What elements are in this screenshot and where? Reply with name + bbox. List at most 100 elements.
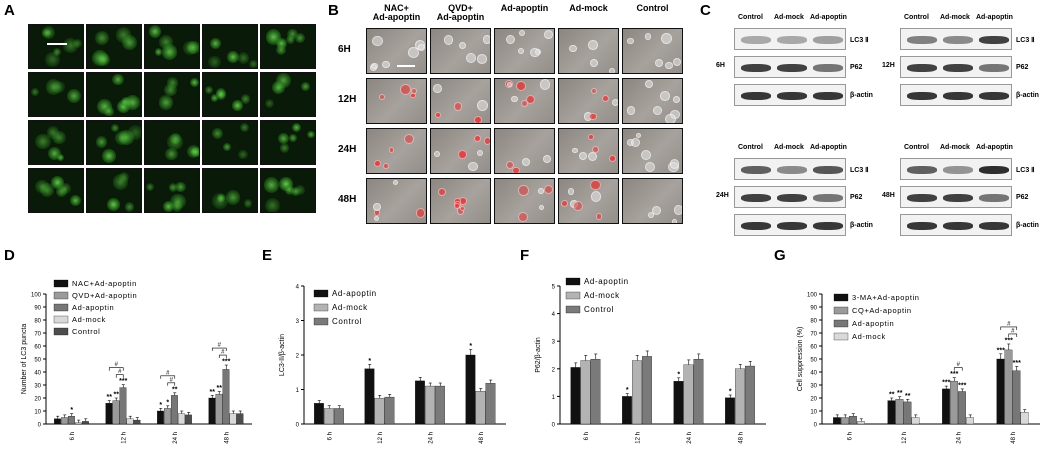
cell — [538, 204, 545, 211]
bar — [903, 401, 912, 425]
lane-label: Ad-mock — [774, 144, 804, 151]
stained-cell — [279, 143, 290, 154]
x-tick-label: 12 h — [121, 432, 127, 444]
bar — [673, 381, 684, 425]
cell — [434, 150, 441, 157]
cell — [400, 83, 411, 95]
significance-mark: *** — [942, 380, 950, 387]
significance-mark: * — [368, 358, 371, 365]
significance-bracket — [167, 382, 176, 386]
protein-label: P62 — [850, 64, 863, 71]
protein-band — [979, 36, 1009, 44]
stained-cell — [66, 89, 81, 104]
x-tick-label: 12 h — [635, 432, 641, 444]
cell — [373, 160, 381, 168]
y-axis-label: Number of LC3 puncta — [21, 324, 28, 395]
blot-strip — [900, 84, 1012, 106]
significance-mark: ** — [107, 394, 113, 401]
cell — [392, 180, 399, 186]
y-tick-label: 80 — [810, 319, 817, 325]
significance-mark: * — [729, 389, 732, 396]
blot-strip — [900, 214, 1012, 236]
brightfield-micrograph — [494, 178, 555, 224]
bar — [580, 360, 591, 425]
legend-swatch — [565, 305, 581, 314]
x-tick-label: 48 h — [224, 432, 230, 444]
y-tick-label: 5 — [552, 285, 556, 291]
lane-label: Ad-apoptin — [976, 14, 1013, 21]
stained-cell — [301, 82, 310, 91]
bar — [112, 400, 120, 425]
protein-band — [979, 166, 1009, 174]
protein-label: β-actin — [1016, 222, 1039, 229]
bar — [950, 380, 958, 425]
stained-cell — [275, 45, 287, 56]
cell — [371, 62, 379, 70]
stained-cell — [223, 143, 231, 151]
significance-mark: ** — [217, 385, 223, 392]
y-tick-label: 60 — [34, 345, 41, 351]
significance-mark: * — [70, 407, 73, 414]
stained-cell — [119, 171, 130, 182]
protein-band — [741, 92, 771, 100]
stained-cell — [287, 28, 298, 40]
protein-label: P62 — [850, 194, 863, 201]
panel-a-row-header: 6H — [8, 40, 20, 51]
blot-strip — [900, 158, 1012, 180]
brightfield-micrograph — [558, 28, 619, 74]
bar — [1012, 370, 1021, 425]
significance-mark: * — [166, 399, 169, 406]
significance-mark: *** — [950, 371, 958, 378]
panel-b-row-header: 6H — [338, 44, 351, 55]
protein-label: P62 — [1016, 194, 1029, 201]
stained-cell — [122, 35, 138, 50]
timepoint-label: 48H — [882, 192, 895, 199]
stained-cell — [307, 131, 315, 139]
y-tick-label: 0 — [38, 423, 42, 429]
cell — [673, 205, 682, 215]
stained-cell — [46, 125, 60, 139]
y-tick-label: 2 — [296, 354, 300, 360]
fluorescence-micrograph — [28, 24, 84, 69]
stained-cell — [69, 195, 81, 207]
protein-band — [943, 194, 973, 202]
cell — [437, 187, 446, 196]
fluorescence-micrograph — [202, 168, 258, 213]
brightfield-micrograph — [494, 78, 555, 124]
legend-label: NAC+Ad-apoptin — [72, 279, 137, 288]
cell — [589, 112, 598, 121]
bar — [849, 416, 857, 425]
bar — [364, 368, 375, 425]
significance-mark: *** — [1013, 360, 1021, 367]
significance-bracket — [953, 367, 963, 371]
bar — [693, 358, 704, 425]
bar — [75, 422, 82, 425]
legend-swatch — [53, 291, 69, 300]
cell — [652, 105, 663, 116]
fluorescence-micrograph — [144, 72, 200, 117]
significance-mark: ** — [172, 386, 178, 393]
cell — [602, 94, 610, 102]
blot-strip — [734, 158, 846, 180]
cell — [408, 47, 419, 58]
brightfield-micrograph — [622, 78, 683, 124]
legend-swatch — [313, 303, 329, 312]
cell — [415, 208, 426, 218]
stained-cell — [216, 90, 226, 100]
protein-band — [813, 36, 843, 44]
brightfield-micrograph — [430, 178, 491, 224]
stained-cell — [59, 182, 71, 195]
significance-mark: * — [469, 343, 472, 350]
legend-swatch — [565, 277, 581, 286]
stained-cell — [240, 94, 251, 104]
cell — [388, 147, 395, 154]
y-tick-label: 30 — [34, 384, 41, 390]
cell — [645, 33, 652, 40]
protein-band — [777, 166, 807, 174]
bar — [324, 408, 334, 425]
legend-label: 3-MA+Ad-apoptin — [852, 293, 920, 302]
stained-cell — [187, 41, 199, 55]
cell — [587, 151, 597, 161]
blot-strip — [734, 84, 846, 106]
bar — [1004, 349, 1013, 425]
